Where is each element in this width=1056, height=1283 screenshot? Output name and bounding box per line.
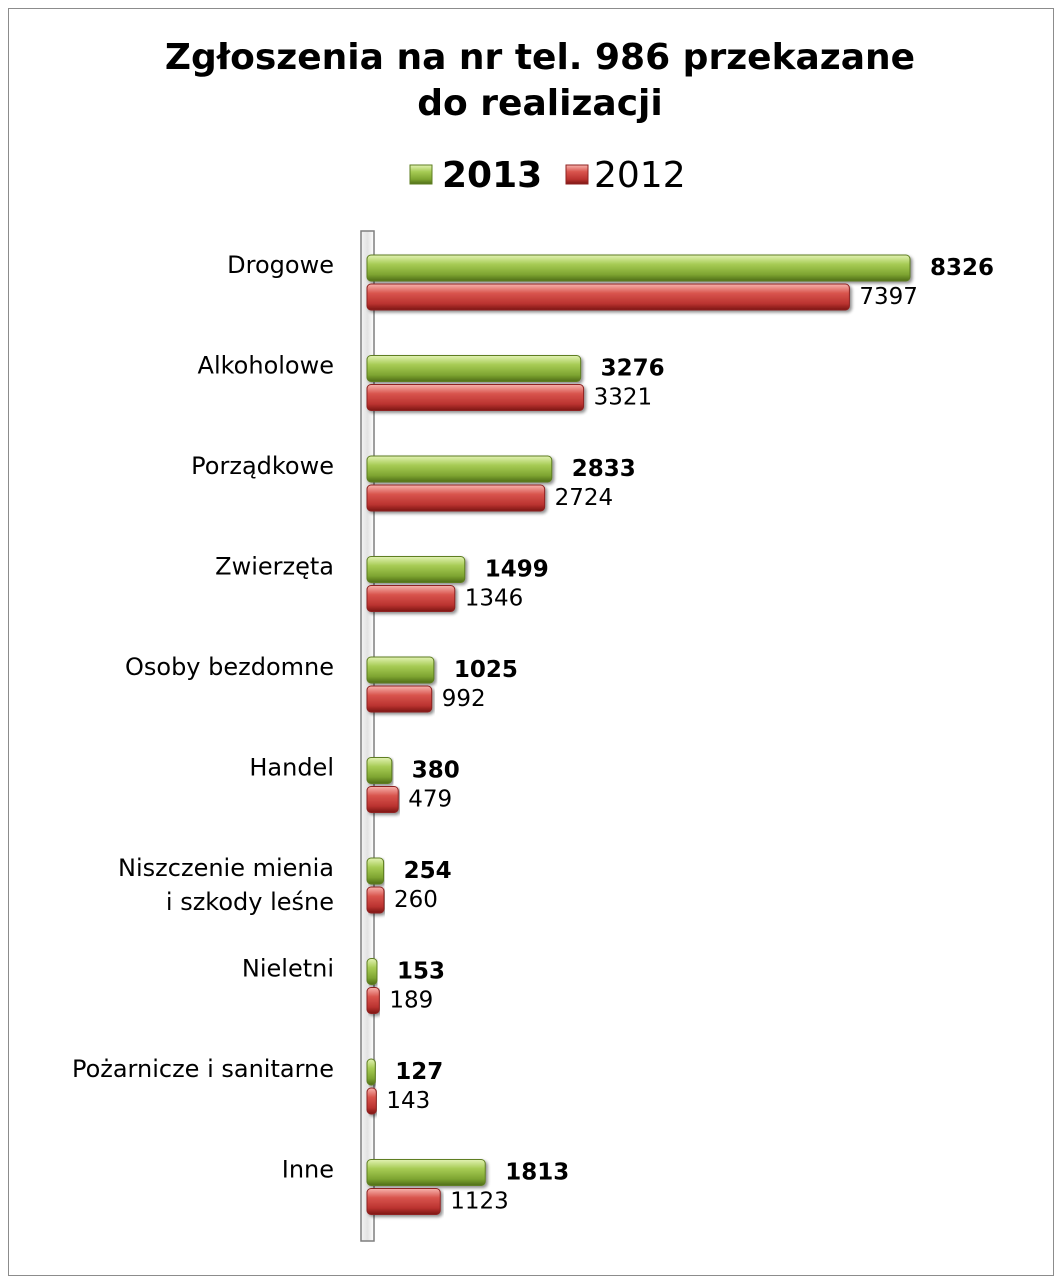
bar-2013-niszczenie-mienia-i-szkody-lesne — [366, 857, 385, 885]
bar-2013-osoby-bezdomne — [366, 656, 435, 684]
bar-2012-inne — [366, 1188, 441, 1215]
value-label-2012-porzadkowe: 2724 — [555, 485, 614, 511]
value-label-2013-drogowe: 8326 — [930, 255, 994, 281]
category-label-line: Alkoholowe — [198, 352, 334, 380]
chart-frame — [8, 8, 1054, 1276]
bar-2013-inne — [366, 1159, 486, 1186]
category-label-drogowe: Drogowe — [227, 251, 334, 279]
legend-swatch-2013 — [409, 164, 433, 185]
category-label-nieletni: Nieletni — [242, 955, 334, 983]
value-label-2013-inne: 1813 — [505, 1160, 569, 1186]
value-label-2012-handel: 479 — [408, 787, 452, 813]
value-label-2012-pozarnicze-i-sanitarne: 143 — [386, 1088, 430, 1114]
value-label-2012-alkoholowe: 3321 — [594, 385, 653, 411]
value-label-2012-nieletni: 189 — [389, 988, 433, 1014]
bar-2013-zwierzeta — [366, 556, 466, 583]
bar-2013-pozarnicze-i-sanitarne — [366, 1058, 376, 1086]
value-label-2013-pozarnicze-i-sanitarne: 127 — [395, 1059, 443, 1085]
value-label-2013-handel: 380 — [412, 758, 460, 784]
value-label-2013-niszczenie-mienia-i-szkody-lesne: 254 — [404, 858, 452, 884]
bar-2013-nieletni — [366, 958, 378, 985]
value-label-2013-porzadkowe: 2833 — [572, 456, 636, 482]
legend: 2013 2012 — [409, 155, 686, 196]
category-label-line: i szkody leśne — [166, 888, 334, 916]
value-label-2013-nieletni: 153 — [397, 959, 445, 985]
bar-2012-osoby-bezdomne — [366, 685, 433, 713]
value-label-2012-zwierzeta: 1346 — [465, 586, 524, 612]
chart-title-line-1: Zgłoszenia na nr tel. 986 przekazane — [165, 37, 915, 78]
category-label-line: Drogowe — [227, 251, 334, 279]
category-label-line: Zwierzęta — [215, 553, 334, 581]
value-label-2012-drogowe: 7397 — [859, 284, 918, 310]
bar-2012-drogowe — [366, 283, 850, 311]
category-label-line: Handel — [249, 754, 334, 782]
category-label-inne: Inne — [282, 1156, 334, 1184]
value-label-2012-osoby-bezdomne: 992 — [442, 686, 486, 712]
category-label-line: Niszczenie mienia — [118, 854, 334, 882]
legend-swatch-2012 — [565, 164, 589, 185]
bar-2012-handel — [366, 786, 399, 813]
bar-2012-porzadkowe — [366, 484, 546, 512]
bar-2012-alkoholowe — [366, 384, 585, 411]
category-label-handel: Handel — [249, 754, 334, 782]
bar-2013-handel — [366, 757, 393, 784]
category-labels: Drogowe Alkoholowe Porządkowe Zwierzęta Osob… — [72, 251, 334, 1184]
category-label-line: Nieletni — [242, 955, 334, 983]
category-label-zwierzeta: Zwierzęta — [215, 553, 334, 581]
category-label-line: Osoby bezdomne — [125, 653, 334, 681]
value-label-2013-osoby-bezdomne: 1025 — [454, 657, 518, 683]
value-labels: 8326 7397 3276 3321 2833 2724 1499 1346 1025 992 3… — [386, 255, 994, 1215]
category-label-line: Porządkowe — [191, 452, 334, 480]
bar-2013-drogowe — [366, 254, 911, 282]
value-label-2013-zwierzeta: 1499 — [485, 557, 549, 583]
bar-2012-nieletni — [366, 987, 380, 1014]
bar-2012-pozarnicze-i-sanitarne — [366, 1087, 377, 1115]
category-label-alkoholowe: Alkoholowe — [198, 352, 334, 380]
bar-2013-porzadkowe — [366, 455, 553, 483]
legend-label-2013: 2013 — [442, 155, 542, 196]
value-label-2012-inne: 1123 — [450, 1189, 509, 1215]
bar-2012-niszczenie-mienia-i-szkody-lesne — [366, 886, 385, 914]
category-label-line: Inne — [282, 1156, 334, 1184]
category-label-niszczenie-mienia-i-szkody-lesne: Niszczenie mienia i szkody leśne — [118, 854, 334, 916]
category-label-porzadkowe: Porządkowe — [191, 452, 334, 480]
category-label-line: Pożarnicze i sanitarne — [72, 1055, 334, 1083]
category-label-pozarnicze-i-sanitarne: Pożarnicze i sanitarne — [72, 1055, 334, 1083]
category-label-osoby-bezdomne: Osoby bezdomne — [125, 653, 334, 681]
bar-2013-alkoholowe — [366, 355, 582, 382]
bar-2012-zwierzeta — [366, 585, 456, 612]
value-label-2013-alkoholowe: 3276 — [601, 356, 665, 382]
value-label-2012-niszczenie-mienia-i-szkody-lesne: 260 — [394, 887, 438, 913]
bars — [366, 254, 911, 1215]
legend-label-2012: 2012 — [594, 155, 686, 196]
chart-title-line-2: do realizacji — [417, 83, 662, 124]
